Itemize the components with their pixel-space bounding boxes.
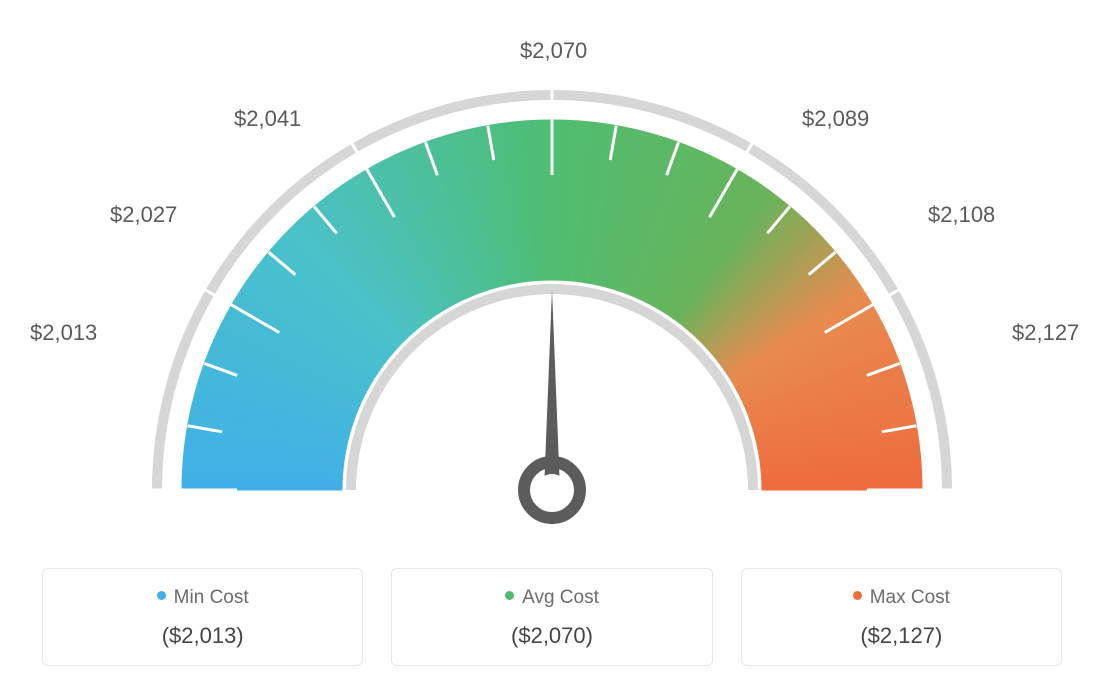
summary-cards: Min Cost ($2,013) Avg Cost ($2,070) Max … bbox=[42, 568, 1062, 666]
max-cost-card: Max Cost ($2,127) bbox=[741, 568, 1062, 666]
gauge-tick-label: $2,027 bbox=[110, 202, 177, 228]
max-cost-value: ($2,127) bbox=[762, 623, 1041, 649]
gauge-svg-container: $2,013 $2,027 $2,041 $2,070 $2,089 $2,108 $2,1… bbox=[22, 20, 1082, 560]
avg-cost-card: Avg Cost ($2,070) bbox=[391, 568, 712, 666]
avg-cost-value: ($2,070) bbox=[412, 623, 691, 649]
min-cost-label: Min Cost bbox=[63, 587, 342, 609]
gauge-tick-label: $2,041 bbox=[234, 106, 301, 132]
max-cost-label: Max Cost bbox=[762, 587, 1041, 609]
gauge-svg bbox=[22, 20, 1082, 560]
min-cost-value: ($2,013) bbox=[63, 623, 342, 649]
gauge-tick-label: $2,070 bbox=[520, 38, 587, 64]
gauge-tick-label: $2,127 bbox=[1012, 320, 1079, 346]
gauge-tick-label: $2,089 bbox=[802, 106, 869, 132]
gauge-tick-label: $2,108 bbox=[928, 202, 995, 228]
avg-cost-label: Avg Cost bbox=[412, 587, 691, 609]
gauge-tick-label: $2,013 bbox=[30, 320, 97, 346]
min-cost-card: Min Cost ($2,013) bbox=[42, 568, 363, 666]
gauge-chart: $2,013 $2,027 $2,041 $2,070 $2,089 $2,108 $2,1… bbox=[22, 20, 1082, 666]
